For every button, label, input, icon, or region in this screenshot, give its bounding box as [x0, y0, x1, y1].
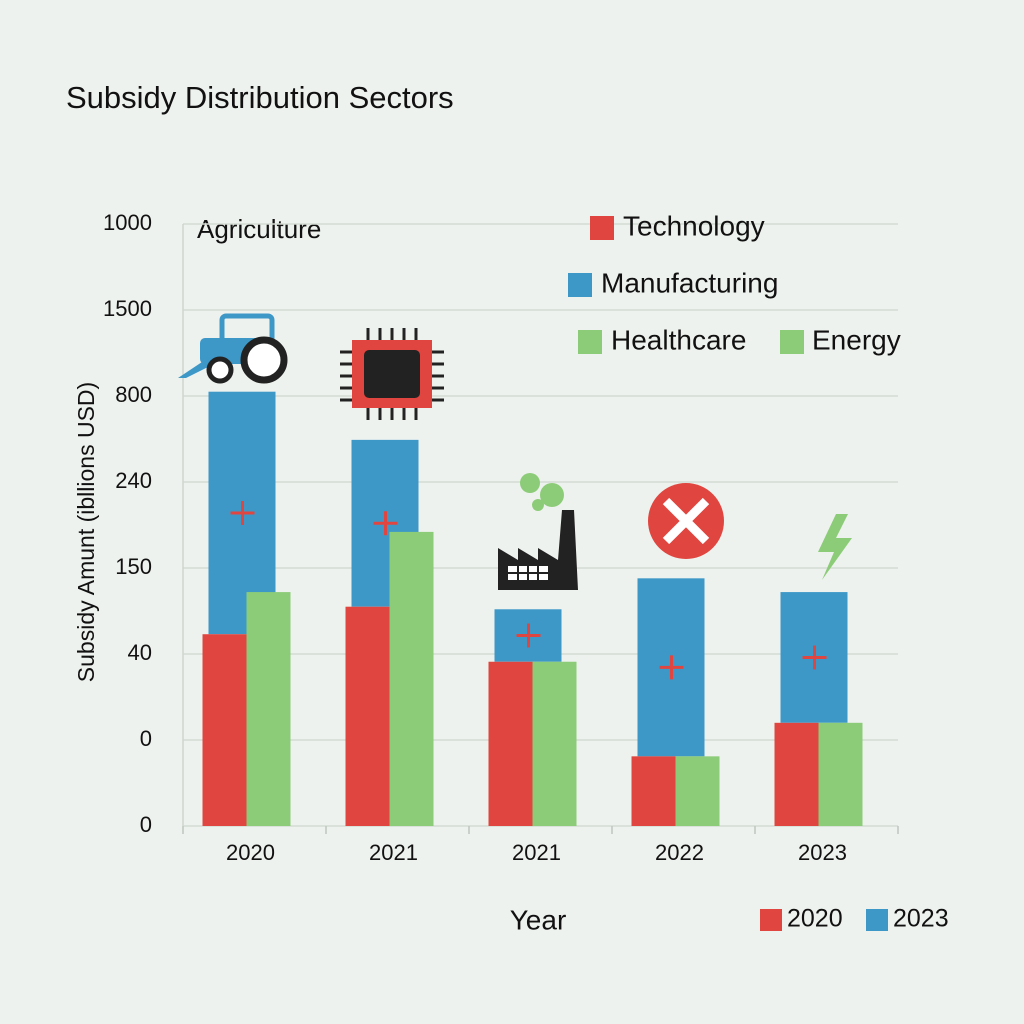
y-axis-label: Subsidy Amunt (ibllions USD) — [73, 382, 99, 682]
plus-marker — [373, 511, 398, 536]
bar — [774, 722, 819, 826]
factory-icon — [498, 473, 578, 590]
legend-label: Technology — [623, 210, 765, 241]
legend-swatch — [578, 330, 602, 354]
plus-marker — [659, 655, 684, 680]
legend-swatch — [590, 216, 614, 240]
energy-icon — [818, 514, 852, 580]
legend-label: 2023 — [893, 905, 949, 933]
bar — [532, 661, 577, 826]
legend-swatch — [780, 330, 804, 354]
bar — [389, 531, 434, 826]
legend-swatch — [866, 909, 888, 931]
bar — [631, 756, 676, 826]
y-tick-label: 0 — [140, 812, 152, 837]
legend-label: Energy — [812, 324, 901, 355]
y-tick-label: 240 — [115, 468, 152, 493]
y-tick-label: 40 — [128, 640, 152, 665]
plus-marker — [230, 500, 255, 525]
annotation: Agriculture — [197, 214, 321, 244]
tractor-icon — [178, 313, 288, 384]
bar — [246, 592, 291, 826]
legend-label: Manufacturing — [601, 267, 778, 298]
icons — [178, 313, 852, 590]
x-tick-label: 2021 — [369, 840, 418, 865]
legend-label: 2020 — [787, 905, 843, 933]
chip-icon — [340, 328, 444, 420]
bar — [202, 634, 247, 826]
y-tick-label: 1500 — [103, 296, 152, 321]
x-axis-label: Year — [510, 904, 567, 935]
y-tick-label: 150 — [115, 554, 152, 579]
chart-title: Subsidy Distribution Sectors — [66, 80, 454, 115]
legend-swatch — [568, 273, 592, 297]
legend-label: Healthcare — [611, 324, 746, 355]
x-tick-label: 2023 — [798, 840, 847, 865]
y-tick-label: 0 — [140, 726, 152, 751]
bar — [345, 606, 390, 826]
y-tick-label: 800 — [115, 382, 152, 407]
x-tick-label: 2022 — [655, 840, 704, 865]
y-tick-label: 1000 — [103, 210, 152, 235]
x-tick-label: 2020 — [226, 840, 275, 865]
plus-marker — [516, 623, 541, 648]
bar — [675, 756, 720, 826]
legend-swatch — [760, 909, 782, 931]
bar — [488, 661, 533, 826]
plus-marker — [802, 645, 827, 670]
bar — [818, 722, 863, 826]
cross-icon — [648, 483, 724, 559]
x-tick-label: 2021 — [512, 840, 561, 865]
